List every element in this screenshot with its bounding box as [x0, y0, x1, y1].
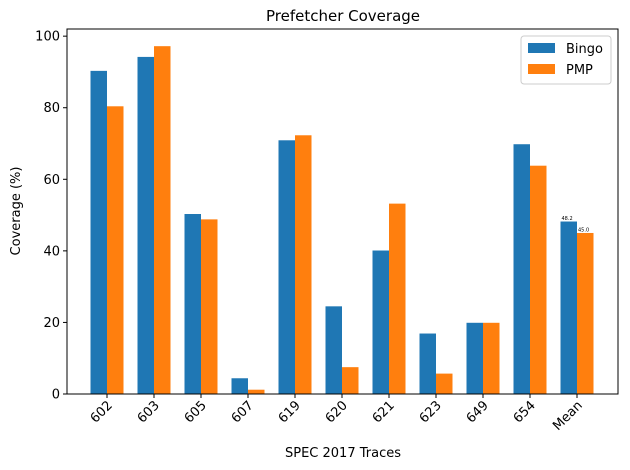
y-tick-label: 80 — [43, 101, 60, 116]
bar-pmp-605 — [201, 219, 218, 394]
bar-bingo-619 — [278, 140, 295, 394]
bar-bingo-mean — [560, 221, 577, 394]
x-tick-label-654: 654 — [511, 398, 539, 426]
x-tick-label-605: 605 — [182, 398, 210, 426]
y-tick-label: 100 — [35, 30, 60, 45]
x-tick-label-607: 607 — [229, 398, 257, 426]
bar-pmp-654 — [530, 165, 547, 394]
x-tick-label-623: 623 — [417, 398, 445, 426]
bar-pmp-649 — [483, 322, 500, 394]
x-tick-label-602: 602 — [88, 398, 116, 426]
y-tick-label: 40 — [43, 244, 60, 259]
bar-pmp-607 — [248, 389, 265, 394]
plot-frame — [66, 28, 619, 395]
legend-swatch-bingo — [528, 43, 555, 53]
x-tick-label-649: 649 — [464, 398, 492, 426]
bar-pmp-620 — [342, 367, 359, 394]
bar-bingo-654 — [513, 144, 530, 394]
y-tick-label: 60 — [43, 173, 60, 188]
legend-label-bingo: Bingo — [566, 42, 603, 57]
legend-swatch-pmp — [528, 64, 555, 74]
bar-pmp-602 — [107, 106, 124, 394]
x-tick-label-620: 620 — [323, 398, 351, 426]
bar-pmp-mean — [577, 232, 594, 394]
x-tick-label-mean: Mean — [550, 398, 586, 434]
bar-bingo-623 — [419, 333, 436, 394]
bar-pmp-623 — [436, 373, 453, 394]
bar-bingo-620 — [325, 306, 342, 394]
y-tick-label: 20 — [43, 316, 60, 331]
x-tick-label-621: 621 — [370, 398, 398, 426]
y-tick-label: 0 — [52, 388, 60, 403]
y-axis-ticks: 0 20 40 60 80 100 — [35, 30, 67, 403]
bar-bingo-621 — [372, 250, 389, 394]
bar-bingo-607 — [231, 378, 248, 394]
x-tick-label-619: 619 — [276, 398, 304, 426]
bar-pmp-603 — [154, 46, 171, 394]
chart-title: Prefetcher Coverage — [266, 7, 420, 25]
y-axis-label: Coverage (%) — [9, 167, 24, 256]
data-label-pmp-mean: 45.0 — [578, 227, 589, 233]
bars-group: 48.2 45.0 — [90, 46, 594, 394]
x-axis-label: SPEC 2017 Traces — [285, 446, 401, 461]
bar-bingo-649 — [466, 322, 483, 394]
bar-bingo-605 — [184, 214, 201, 394]
data-label-bingo-mean: 48.2 — [562, 216, 573, 222]
bar-pmp-619 — [295, 135, 312, 394]
bar-pmp-621 — [389, 203, 406, 394]
x-tick-label-603: 603 — [135, 398, 163, 426]
bar-bingo-603 — [137, 56, 154, 394]
bar-bingo-602 — [90, 70, 107, 394]
legend: Bingo PMP — [520, 35, 612, 85]
legend-label-pmp: PMP — [566, 63, 593, 78]
x-axis-ticks: 602 603 605 607 619 620 621 623 649 654 Mean — [88, 394, 586, 434]
